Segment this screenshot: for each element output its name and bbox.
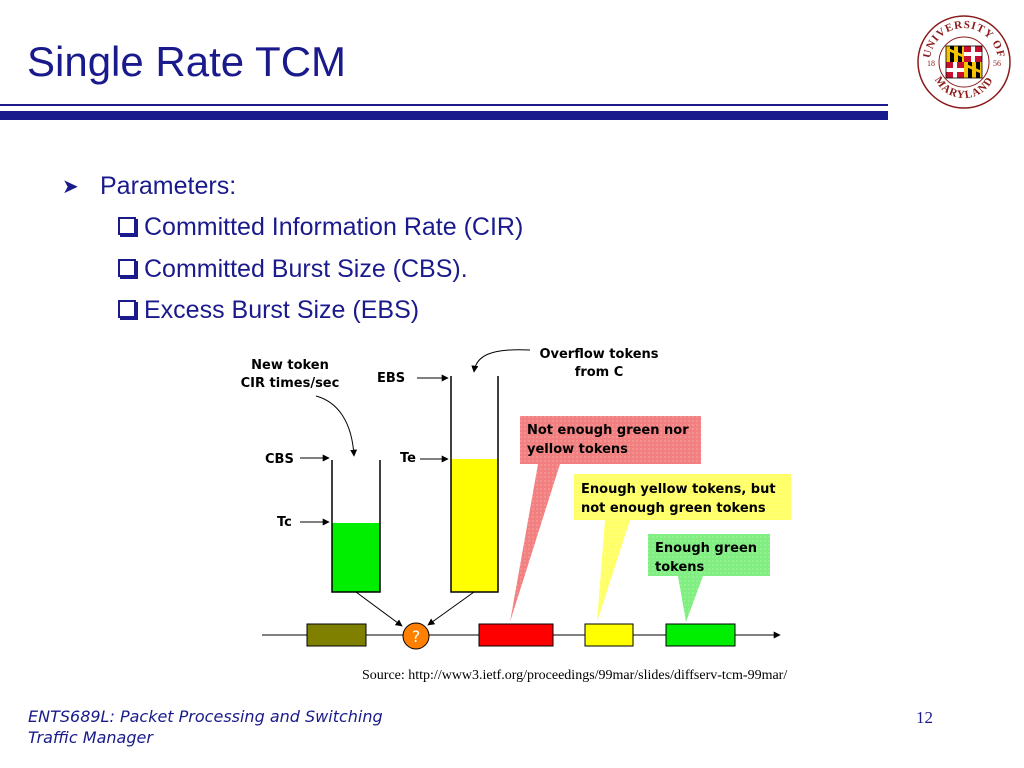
logo-year-left: 18 [927, 59, 935, 68]
green-bucket-fill [332, 523, 380, 592]
callout-green-line2: tokens [655, 560, 705, 575]
page-number: 12 [916, 708, 933, 727]
overflow-label: Overflow tokens [539, 347, 658, 362]
arrow-bullet-icon: ➤ [62, 176, 79, 198]
title-rule [0, 111, 888, 120]
te-label: Te [400, 451, 416, 466]
green-to-decision-arrow [355, 591, 403, 627]
overflow-source-label: from C [575, 365, 624, 380]
overflow-arrow [471, 349, 531, 373]
new-token-label: New token [251, 358, 329, 373]
footer-course: ENTS689L: Packet Processing and Switchin… [28, 707, 383, 726]
cbs-label: CBS [265, 452, 294, 467]
callout-red-line2: yellow tokens [527, 442, 628, 457]
new-token-arrow [315, 395, 358, 457]
yellow-bucket [450, 376, 499, 593]
slide-title: Single Rate TCM [27, 38, 347, 85]
decision-symbol: ? [412, 627, 421, 646]
logo-year-right: 56 [993, 59, 1001, 68]
footer: ENTS689L: Packet Processing and Switchin… [28, 706, 383, 748]
checkbox-bullet-icon [118, 259, 136, 277]
callout-green-line1: Enough green [655, 541, 757, 556]
university-seal-logo: UNIVERSITY OF MARYLAND 18 56 [917, 15, 1011, 109]
callout-red-line1: Not enough green nor [527, 423, 689, 438]
yellow-packet [584, 623, 634, 647]
sub-bullet-ebs: Excess Burst Size (EBS) [118, 296, 419, 325]
ebs-label: EBS [377, 371, 405, 386]
sub-bullet-cir: Committed Information Rate (CIR) [118, 213, 523, 242]
decision-node [402, 622, 430, 650]
source-citation: Source: http://www3.ietf.org/proceedings… [362, 668, 788, 683]
title-rule-thin [0, 104, 888, 106]
yellow-bucket-fill [451, 459, 498, 592]
green-bucket [331, 460, 381, 593]
callout-yellow-line1: Enough yellow tokens, but [581, 482, 776, 497]
checkbox-bullet-icon [118, 217, 136, 235]
sub-bullet-cbs: Committed Burst Size (CBS). [118, 255, 468, 284]
new-token-rate-label: CIR times/sec [241, 376, 340, 391]
green-packet [665, 623, 736, 647]
maryland-flag-shield-icon [945, 45, 983, 79]
tcm-token-bucket-diagram: New token CIR times/sec CBS Tc EBS Te Ov… [241, 347, 791, 650]
callout-yellow-line2: not enough green tokens [581, 501, 766, 516]
footer-topic: Traffic Manager [28, 728, 153, 747]
tc-label: Tc [277, 515, 292, 530]
incoming-packet [306, 623, 367, 647]
yellow-to-decision-arrow [427, 591, 475, 626]
checkbox-bullet-icon [118, 300, 136, 318]
red-packet [478, 623, 554, 647]
